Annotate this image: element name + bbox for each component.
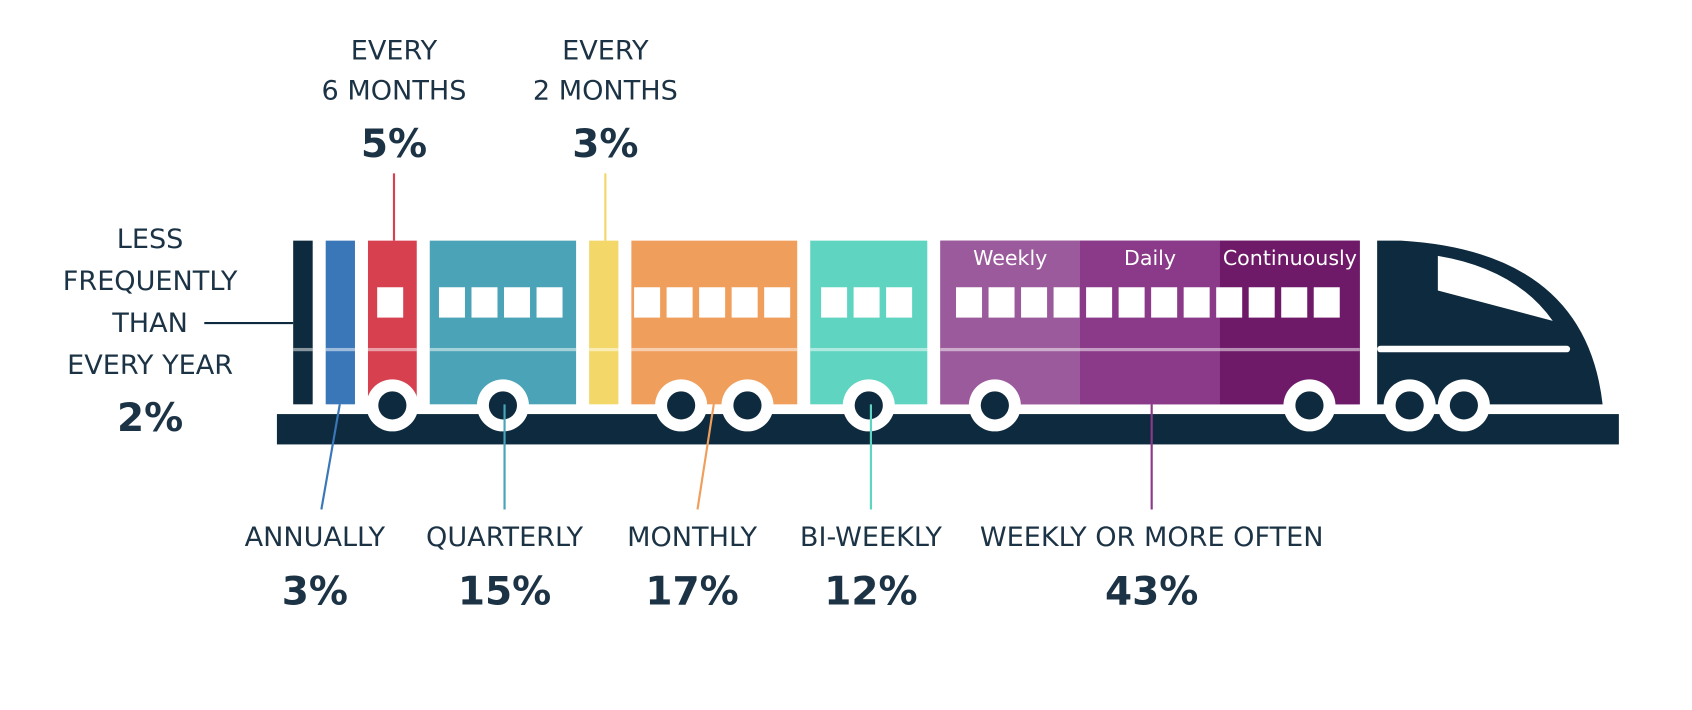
car-stripe: [810, 347, 928, 352]
window: [1281, 287, 1308, 318]
category-label: ANNUALLY: [245, 522, 386, 553]
window: [1021, 287, 1048, 318]
car-segment: [940, 240, 1081, 405]
value-label: 3%: [282, 570, 348, 615]
car: [325, 240, 355, 405]
category-label: LESS: [117, 224, 184, 255]
window: [764, 287, 791, 318]
window: [1151, 287, 1178, 318]
category-label: 6 MONTHS: [322, 76, 467, 107]
car: [631, 240, 798, 405]
category-label: QUARTERLY: [426, 522, 583, 553]
category-label: EVERY YEAR: [67, 350, 233, 381]
car-stripe: [367, 347, 417, 352]
window: [956, 287, 983, 318]
window: [731, 287, 758, 318]
category-label: BI-WEEKLY: [800, 522, 942, 553]
category-label: EVERY: [351, 36, 438, 67]
segment-label: Weekly: [973, 246, 1047, 270]
segment-label: Continuously: [1223, 246, 1357, 270]
category-label: WEEKLY OR MORE OFTEN: [980, 522, 1324, 553]
value-label: 17%: [645, 570, 738, 615]
window: [886, 287, 913, 318]
window: [377, 287, 404, 318]
window: [1216, 287, 1243, 318]
category-label: FREQUENTLY: [63, 266, 238, 297]
window: [1248, 287, 1275, 318]
stripe: [1377, 345, 1571, 353]
car-stripe: [940, 347, 1360, 352]
value-label: 15%: [458, 570, 551, 615]
wheel: [488, 391, 518, 420]
wheel: [667, 391, 696, 420]
window: [1183, 287, 1210, 318]
window: [853, 287, 880, 318]
value-label: 43%: [1105, 570, 1198, 615]
window: [699, 287, 726, 318]
category-label: 2 MONTHS: [533, 76, 678, 107]
window: [471, 287, 498, 318]
window: [821, 287, 848, 318]
window: [988, 287, 1015, 318]
wheel: [378, 391, 407, 420]
car-segment: [1080, 240, 1220, 405]
wheel: [980, 391, 1009, 420]
window: [1053, 287, 1080, 318]
window: [634, 287, 661, 318]
window: [666, 287, 693, 318]
value-label: 12%: [824, 570, 917, 615]
car-stripe: [589, 347, 619, 352]
car: [429, 240, 577, 405]
value-label: 2%: [117, 396, 183, 441]
wheel: [1295, 391, 1324, 420]
loco-wheels: [1383, 379, 1490, 432]
car-stripe: [429, 347, 577, 352]
windshield: [1437, 255, 1553, 321]
car: [293, 240, 313, 405]
car-stripe: [631, 347, 798, 352]
value-label: 3%: [572, 122, 638, 167]
category-label: MONTHLY: [627, 522, 757, 553]
locomotive: [1377, 240, 1603, 405]
window: [1086, 287, 1113, 318]
window: [536, 287, 563, 318]
wheel: [733, 391, 762, 420]
window: [1313, 287, 1340, 318]
connector: [320, 404, 341, 510]
car: [589, 240, 619, 405]
window: [438, 287, 465, 318]
car-segment: [1219, 240, 1360, 405]
connector: [696, 390, 717, 510]
window: [504, 287, 531, 318]
car: [367, 240, 417, 405]
segment-label: Daily: [1124, 246, 1176, 270]
car-stripe: [293, 347, 313, 352]
wheel: [854, 391, 883, 420]
value-label: 5%: [361, 122, 427, 167]
category-label: THAN: [111, 308, 188, 339]
car-stripe: [325, 347, 355, 352]
car: [810, 240, 928, 405]
window: [1118, 287, 1145, 318]
category-label: EVERY: [562, 36, 649, 67]
